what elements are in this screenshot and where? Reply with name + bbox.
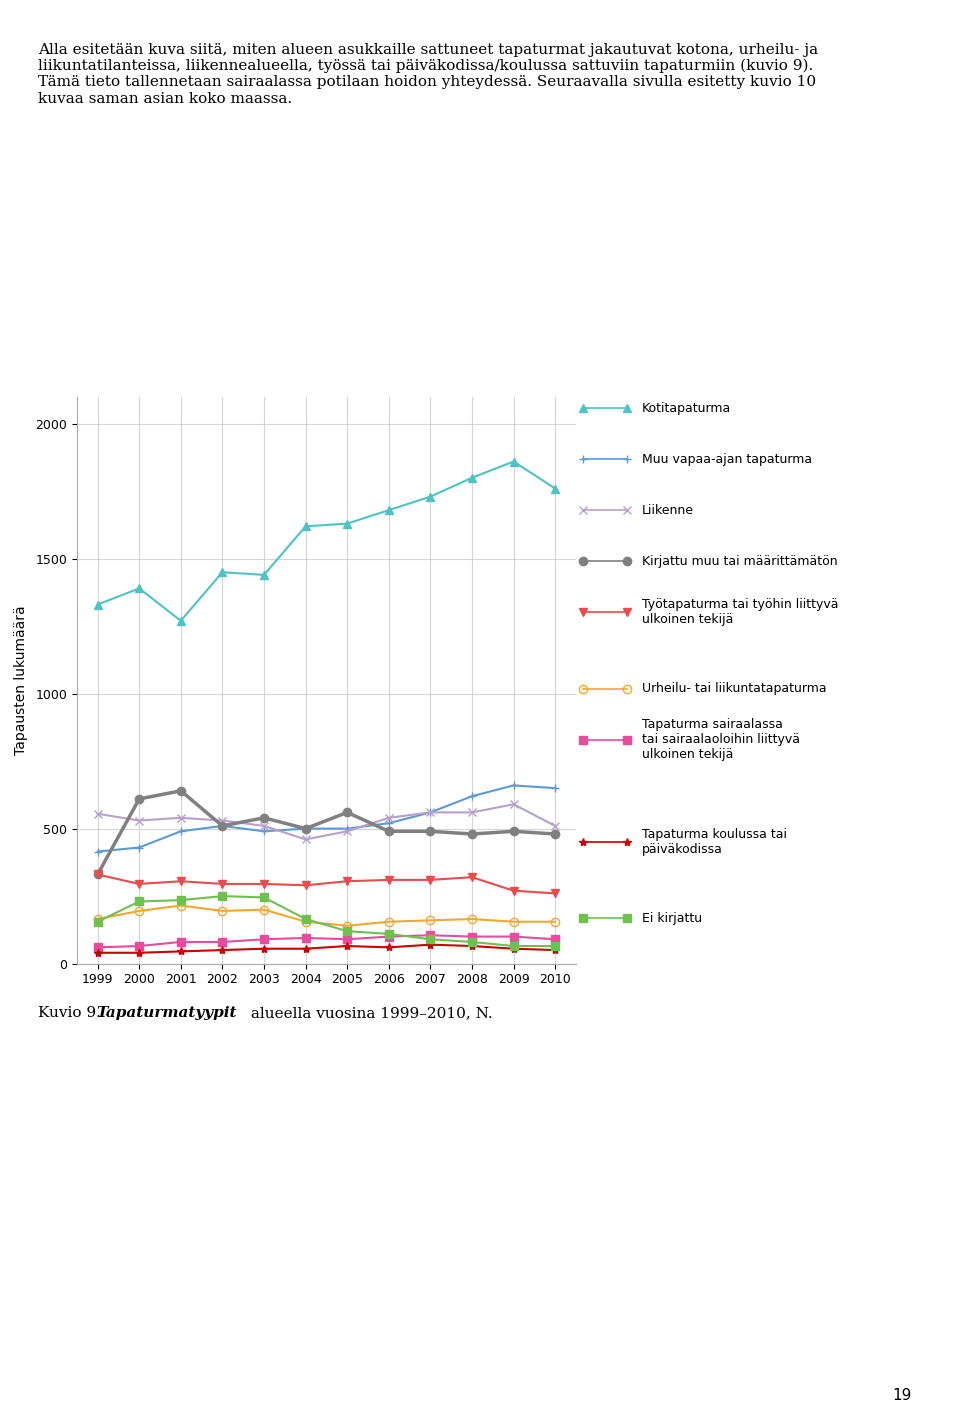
Y-axis label: Tapausten lukumäärä: Tapausten lukumäärä	[14, 605, 28, 755]
Text: Urheilu- tai liikuntatapaturma: Urheilu- tai liikuntatapaturma	[641, 682, 827, 696]
Text: Muu vapaa-ajan tapaturma: Muu vapaa-ajan tapaturma	[641, 452, 812, 466]
Text: Kirjattu muu tai määrittämätön: Kirjattu muu tai määrittämätön	[641, 554, 837, 568]
Text: Kuvio 9.: Kuvio 9.	[38, 1006, 107, 1020]
Text: Tapaturmatyypit: Tapaturmatyypit	[96, 1006, 236, 1020]
Text: Alla esitetään kuva siitä, miten alueen asukkaille sattuneet tapaturmat jakautuv: Alla esitetään kuva siitä, miten alueen …	[38, 43, 819, 106]
Text: Kotitapaturma: Kotitapaturma	[641, 401, 731, 415]
Text: Liikenne: Liikenne	[641, 503, 694, 517]
Text: alueella vuosina 1999–2010, N.: alueella vuosina 1999–2010, N.	[246, 1006, 492, 1020]
Text: Työtapaturma tai työhin liittyvä
ulkoinen tekijä: Työtapaturma tai työhin liittyvä ulkoine…	[641, 598, 838, 626]
Text: Ei kirjattu: Ei kirjattu	[641, 911, 702, 925]
Text: Tapaturma sairaalassa
tai sairaalaoloihin liittyvä
ulkoinen tekijä: Tapaturma sairaalassa tai sairaalaoloihi…	[641, 718, 800, 761]
Text: 19: 19	[893, 1387, 912, 1403]
Text: Tapaturma koulussa tai
päiväkodissa: Tapaturma koulussa tai päiväkodissa	[641, 828, 786, 856]
